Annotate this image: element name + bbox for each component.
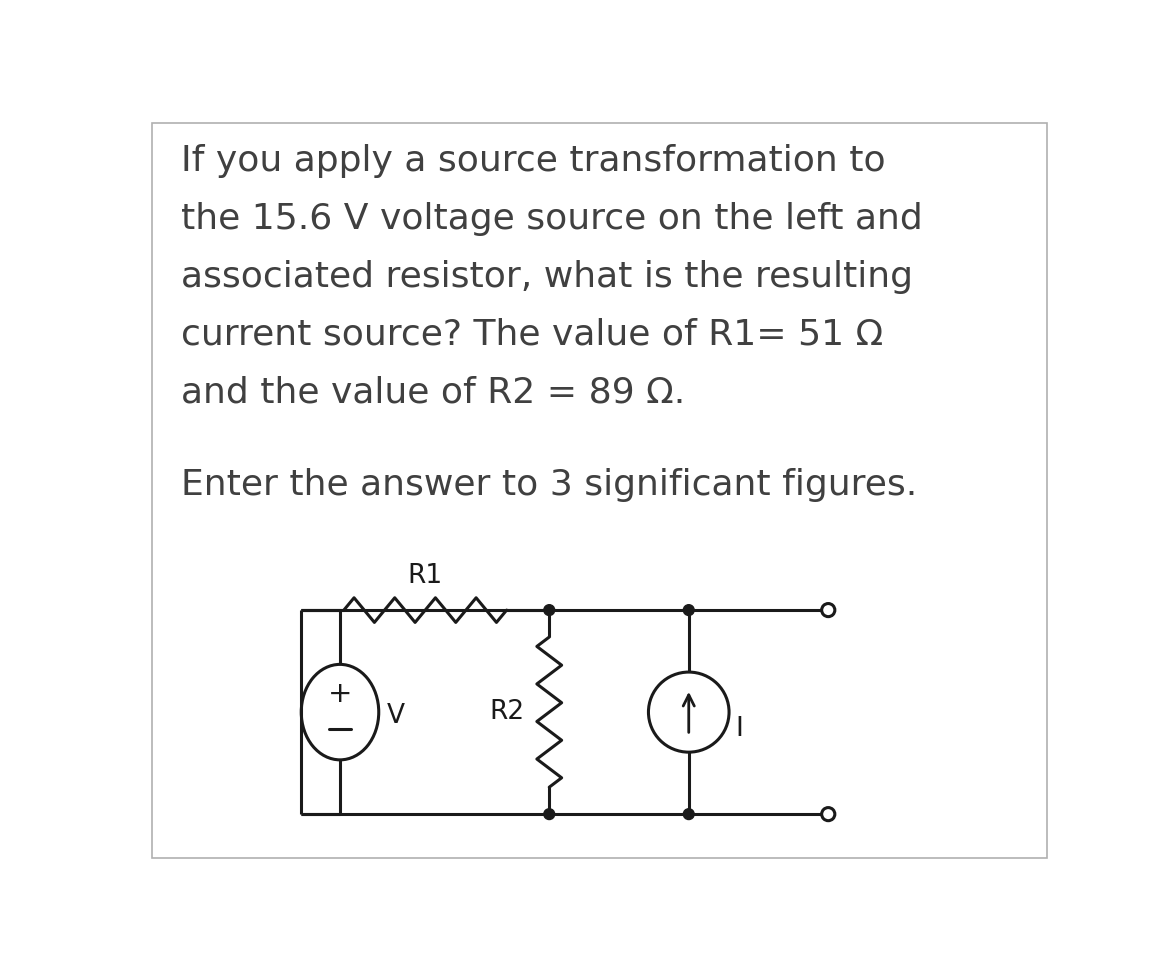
Circle shape: [821, 604, 835, 617]
Text: If you apply a source transformation to: If you apply a source transformation to: [181, 145, 886, 179]
Text: I: I: [735, 716, 743, 742]
Text: R2: R2: [489, 699, 524, 725]
Text: +: +: [328, 680, 352, 708]
Text: and the value of R2 = 89 Ω.: and the value of R2 = 89 Ω.: [181, 375, 686, 409]
Circle shape: [544, 809, 555, 820]
Circle shape: [683, 605, 694, 616]
Text: Enter the answer to 3 significant figures.: Enter the answer to 3 significant figure…: [181, 468, 917, 502]
Circle shape: [821, 808, 835, 820]
FancyBboxPatch shape: [152, 122, 1047, 858]
Circle shape: [544, 605, 555, 616]
Text: the 15.6 V voltage source on the left and: the 15.6 V voltage source on the left an…: [181, 202, 923, 236]
Text: R1: R1: [407, 562, 442, 588]
Text: associated resistor, what is the resulting: associated resistor, what is the resulti…: [181, 259, 913, 294]
Text: current source? The value of R1= 51 Ω: current source? The value of R1= 51 Ω: [181, 318, 883, 352]
Circle shape: [683, 809, 694, 820]
Text: V: V: [386, 703, 405, 729]
